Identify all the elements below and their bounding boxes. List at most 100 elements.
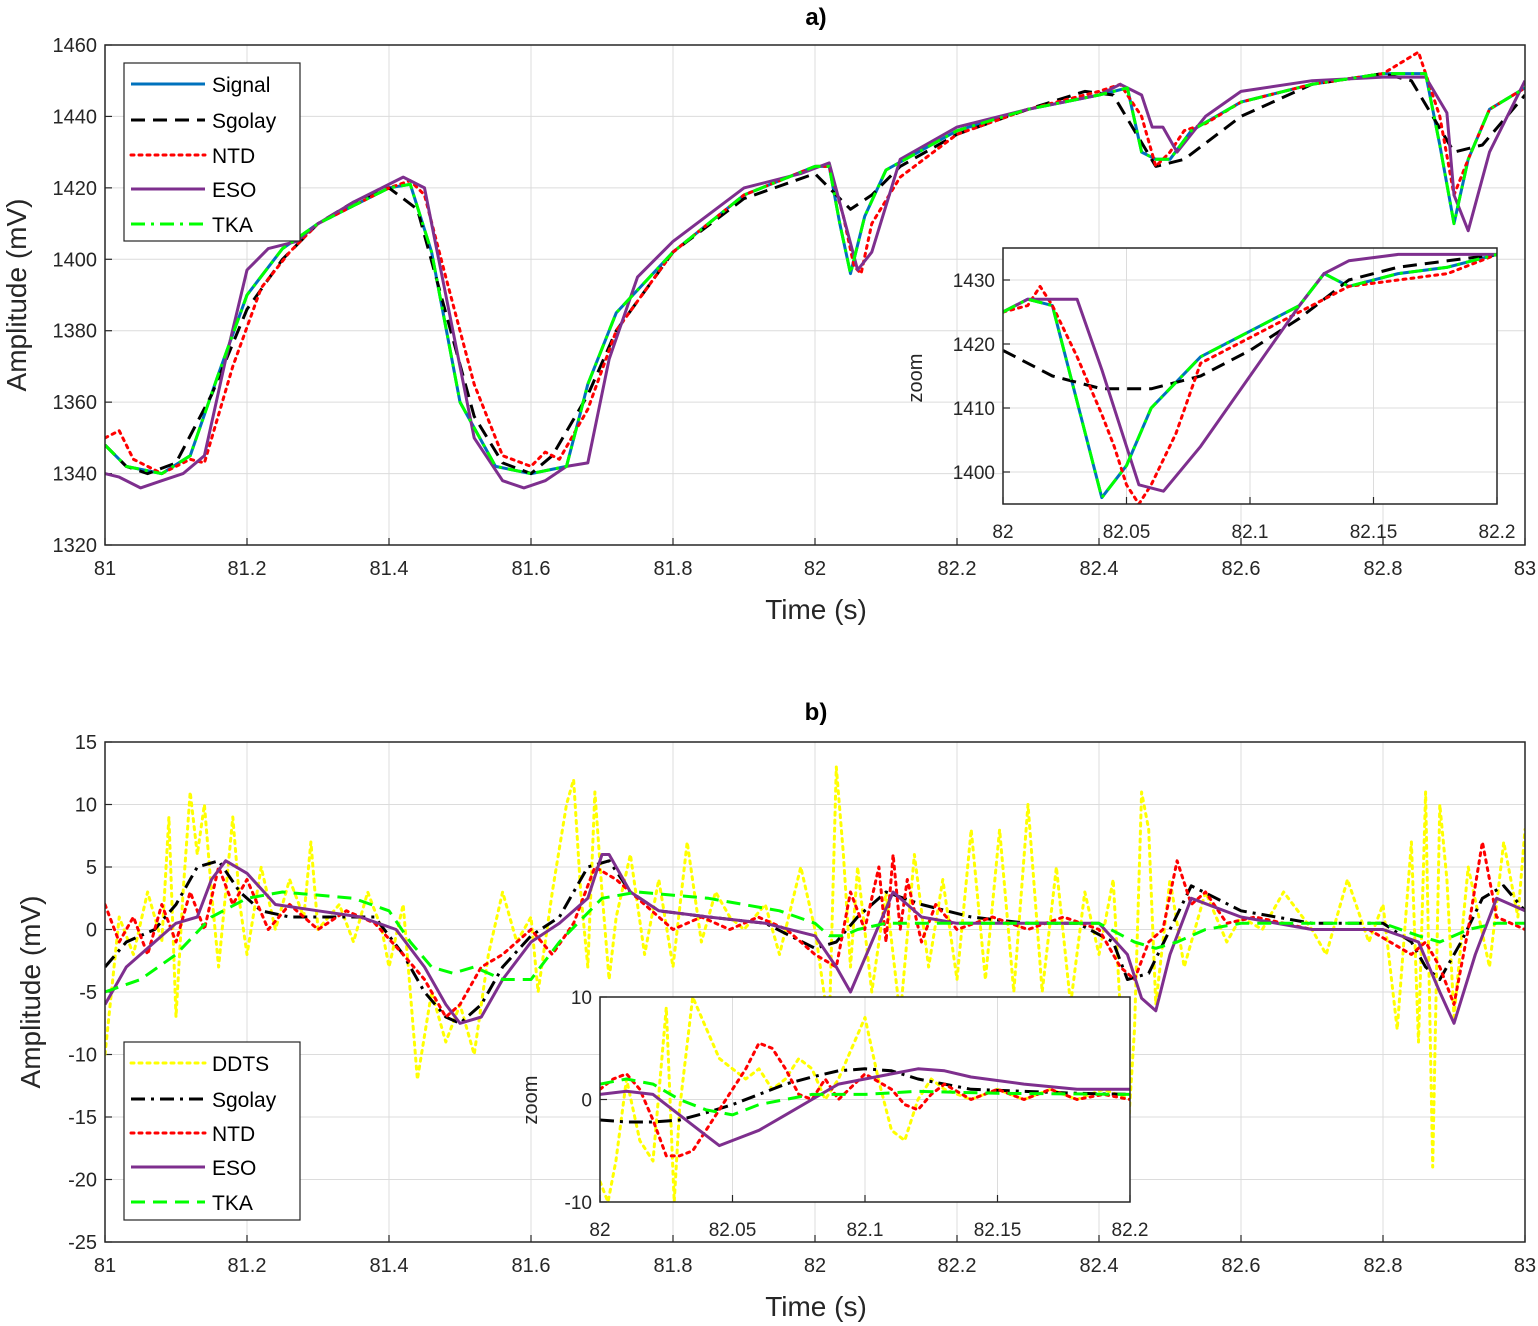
- panel-a-x-tick-label: 81.6: [512, 558, 551, 580]
- panel-b-series-eso: [105, 853, 1525, 1025]
- panel-b-inset-x-tick-label: 82.1: [847, 1220, 884, 1241]
- panel-b-y-tick-label: -10: [68, 1045, 97, 1067]
- panel-b-inset-series: [600, 997, 1130, 1202]
- panel-a-x-tick-label: 81.8: [654, 558, 693, 580]
- panel-b-inset-x-ticks: 82 82.05 82.1 82.15 82.2: [589, 1195, 1148, 1241]
- panel-b-series-ntd: [105, 840, 1525, 1019]
- legend-label-ntd: NTD: [212, 145, 255, 168]
- panel-a-series-eso: [105, 75, 1525, 490]
- panel-b-inset-x-tick-label: 82: [589, 1220, 610, 1241]
- panel-a-y-tick-label: 1420: [53, 178, 98, 200]
- panel-b-inset-series-eso: [600, 1067, 1130, 1148]
- panel-b-axes-box: [104, 741, 1526, 1243]
- panel-a-inset-series-eso: [1003, 252, 1497, 493]
- legend-label-tka: TKA: [212, 214, 253, 237]
- panel-b-inset: 82 82.05 82.1 82.15 82.2 -10 0 10 zoom: [520, 988, 1148, 1241]
- panel-a-x-tick-label: 82.4: [1080, 558, 1119, 580]
- panel-a-y-tick-label: 1320: [53, 535, 98, 557]
- panel-a-legend-box: [123, 62, 301, 242]
- panel-b-x-tick-label: 82: [804, 1255, 826, 1277]
- panel-a-axes-box: [104, 44, 1526, 546]
- panel-b-x-ticks: 81 81.2 81.4 81.6 81.8 82 82.2 82.4 82.6 82.8 83: [94, 1235, 1536, 1277]
- panel-b-inset-y-tick-label: 10: [571, 988, 592, 1009]
- panel-a-x-tick-label: 81.2: [228, 558, 267, 580]
- panel-b-legend: DDTS Sgolay NTD ESO TKA: [123, 1041, 301, 1221]
- panel-b-inset-y-tick-label: 0: [581, 1091, 592, 1112]
- panel-b-inset-y-ticks: -10 0 10: [565, 988, 607, 1214]
- panel-a-x-tick-label: 81: [94, 558, 116, 580]
- panel-b-x-tick-label: 81.6: [512, 1255, 551, 1277]
- panel-b-inset-series-sgolay: [600, 1067, 1130, 1124]
- panel-b-x-tick-label: 82.8: [1364, 1255, 1403, 1277]
- panel-b-inset-x-tick-label: 82.2: [1112, 1220, 1149, 1241]
- panel-a-series-tka: [105, 72, 1525, 476]
- panel-b-y-tick-label: 15: [75, 732, 97, 754]
- panel-b-series-tka: [105, 890, 1525, 994]
- panel-b-y-tick-label: 0: [86, 920, 97, 942]
- panel-a-x-tick-label: 82.8: [1364, 558, 1403, 580]
- legend-label-eso: ESO: [212, 179, 256, 202]
- panel-a-inset: 82 82.05 82.1 82.15 82.2 1400 1410 1420 1430 zo…: [905, 247, 1515, 543]
- panel-b-title: b): [805, 699, 828, 726]
- panel-b-x-tick-label: 82.6: [1222, 1255, 1261, 1277]
- panel-b-y-ticks: -25 -20 -15 -10 -5 0 5 10 15: [68, 732, 112, 1254]
- panel-b-y-tick-label: 5: [86, 857, 97, 879]
- panel-a-inset-x-tick-label: 82.2: [1479, 522, 1516, 543]
- legend-label-signal: Signal: [212, 74, 270, 97]
- legend-label-tka: TKA: [212, 1192, 253, 1215]
- panel-a-x-ticks: 81 81.2 81.4 81.6 81.8 82 82.2 82.4 82.6 82.8 83: [94, 538, 1536, 580]
- panel-b-x-tick-label: 81.2: [228, 1255, 267, 1277]
- panel-a-inset-x-tick-label: 82.1: [1232, 522, 1269, 543]
- legend-label-ntd: NTD: [212, 1123, 255, 1146]
- panel-b-inset-series-tka: [600, 1077, 1130, 1117]
- panel-a-legend: Signal Sgolay NTD ESO TKA: [123, 62, 301, 242]
- panel-b-x-label: Time (s): [765, 1291, 867, 1322]
- panel-b-y-label: Amplitude (mV): [15, 896, 46, 1089]
- panel-b-x-tick-label: 82.2: [938, 1255, 977, 1277]
- panel-a-inset-series-sgolay: [1003, 252, 1497, 391]
- panel-a-inset-y-label: zoom: [905, 354, 927, 403]
- panel-a-y-ticks: 1320 1340 1360 1380 1400 1420 1440 1460: [53, 35, 112, 557]
- panel-a-inset-y-ticks: 1400 1410 1420 1430: [953, 271, 1010, 484]
- panel-a-inset-x-ticks: 82 82.05 82.1 82.15 82.2: [992, 497, 1515, 543]
- panel-b-y-tick-label: -25: [68, 1232, 97, 1254]
- panel-a-y-label: Amplitude (mV): [1, 199, 32, 392]
- panel-a-inset-series-tka: [1003, 252, 1497, 500]
- panel-a-inset-series: [1003, 252, 1497, 504]
- panel-b-y-tick-label: -5: [79, 982, 97, 1004]
- panel-b: b) 81 81.2 81.4 81.6 81.8 82 82.2 82.4 82.6 82.8 8…: [15, 699, 1536, 1322]
- panel-b-inset-axes-box: [599, 996, 1131, 1203]
- panel-a-x-label: Time (s): [765, 594, 867, 625]
- panel-a-x-tick-label: 82.2: [938, 558, 977, 580]
- panel-b-inset-y-tick-label: -10: [565, 1193, 592, 1214]
- panel-a-y-tick-label: 1360: [53, 392, 98, 414]
- panel-a-y-tick-label: 1340: [53, 464, 98, 486]
- panel-b-x-tick-label: 81.8: [654, 1255, 693, 1277]
- panel-a-title: a): [805, 4, 826, 31]
- legend-label-eso: ESO: [212, 1157, 256, 1180]
- panel-a-inset-y-tick-label: 1410: [953, 399, 995, 420]
- panel-a-inset-x-tick-label: 82.15: [1350, 522, 1398, 543]
- panel-b-inset-x-tick-label: 82.15: [974, 1220, 1022, 1241]
- panel-b-x-tick-label: 81: [94, 1255, 116, 1277]
- panel-a-y-tick-label: 1460: [53, 35, 98, 57]
- panel-a-inset-y-tick-label: 1420: [953, 335, 995, 356]
- panel-a-x-tick-label: 82: [804, 558, 826, 580]
- panel-a-x-tick-label: 82.6: [1222, 558, 1261, 580]
- legend-label-sgolay: Sgolay: [212, 110, 277, 133]
- panel-b-inset-series-ddts: [600, 997, 1130, 1202]
- panel-a: a) 81 81.2 81.4 81.6 81.8 82 82.2 82.4 82.6 82.8 8…: [1, 4, 1536, 625]
- panel-a-y-tick-label: 1440: [53, 106, 98, 128]
- panel-a-inset-axes-box: [1002, 247, 1498, 505]
- panel-b-inset-y-label: zoom: [520, 1076, 542, 1125]
- panel-b-series-ddts: [105, 765, 1525, 1169]
- panel-a-inset-x-tick-label: 82.05: [1103, 522, 1151, 543]
- panel-a-inset-y-tick-label: 1400: [953, 463, 995, 484]
- panel-b-y-tick-label: 10: [75, 795, 97, 817]
- panel-b-series: [105, 765, 1525, 1169]
- panel-b-inset-x-tick-label: 82.05: [709, 1220, 757, 1241]
- panel-b-x-tick-label: 82.4: [1080, 1255, 1119, 1277]
- panel-b-y-tick-label: -20: [68, 1170, 97, 1192]
- panel-b-x-tick-label: 81.4: [370, 1255, 409, 1277]
